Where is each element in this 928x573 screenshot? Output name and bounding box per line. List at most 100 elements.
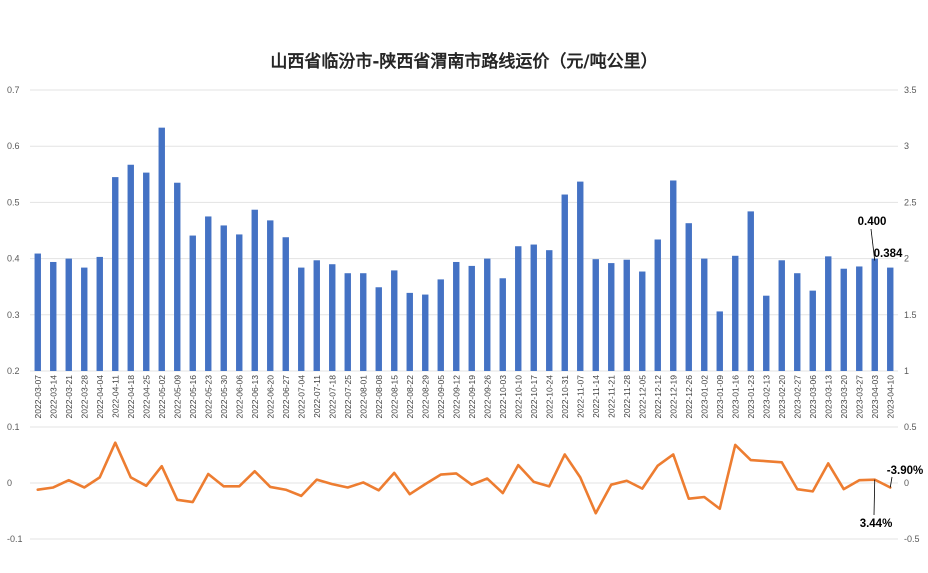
x-tick-label: 2022-04-11	[110, 375, 120, 418]
x-tick-label: 2023-04-03	[870, 375, 880, 419]
bar	[205, 216, 212, 371]
x-tick-label: 2022-12-12	[653, 375, 663, 419]
bar	[623, 259, 630, 371]
y-left-tick-label: 0.4	[7, 254, 20, 264]
bar	[577, 181, 584, 371]
bar	[298, 267, 305, 371]
x-tick-label: 2022-11-07	[575, 375, 585, 418]
x-tick-label: 2022-11-14	[591, 375, 601, 418]
x-tick-label: 2022-06-20	[265, 375, 275, 419]
y-right-tick-label: 0	[904, 478, 909, 488]
bar	[515, 246, 522, 371]
x-tick-label: 2022-10-03	[498, 375, 508, 419]
bar	[375, 287, 382, 371]
y-left-tick-label: -0.1	[7, 534, 23, 544]
x-tick-label: 2022-07-18	[327, 375, 337, 419]
x-tick-label: 2022-08-29	[420, 375, 430, 419]
bar	[561, 194, 568, 371]
x-tick-label: 2022-04-25	[141, 375, 151, 419]
bar	[809, 290, 816, 371]
x-tick-label: 2022-07-25	[343, 375, 353, 419]
y-right-tick-label: 2.5	[904, 197, 917, 207]
chart-title: 山西省临汾市-陕西省渭南市路线运价（元/吨公里）	[270, 51, 657, 72]
bar	[701, 258, 708, 371]
x-tick-label: 2022-05-30	[219, 375, 229, 419]
bar	[127, 164, 134, 371]
leader-line	[889, 476, 893, 488]
x-tick-label: 2022-05-23	[203, 375, 213, 419]
x-tick-label: 2022-10-10	[513, 375, 523, 419]
x-tick-label: 2022-03-07	[33, 375, 43, 419]
x-tick-label: 2022-03-28	[79, 375, 89, 419]
y-right-tick-label: 3.5	[904, 85, 917, 95]
x-tick-label: 2022-06-06	[234, 375, 244, 419]
x-tick-label: 2022-08-22	[405, 375, 415, 419]
x-tick-label: 2023-02-20	[777, 375, 787, 419]
y-left-tick-label: 0.5	[7, 197, 20, 207]
x-tick-label: 2022-11-28	[622, 375, 632, 418]
x-tick-label: 2022-12-19	[668, 375, 678, 419]
x-tick-label: 2023-01-09	[715, 375, 725, 419]
x-tick-label: 2022-09-19	[467, 375, 477, 419]
bar	[840, 268, 847, 371]
bar	[685, 223, 692, 371]
prev-value-label: 0.400	[858, 216, 887, 228]
x-tick-label: 2022-12-26	[684, 375, 694, 419]
x-tick-label: 2022-08-15	[389, 375, 399, 419]
x-tick-label: 2022-04-18	[126, 375, 136, 419]
bar	[639, 271, 646, 371]
y-right-tick-label: 1	[904, 366, 909, 376]
x-tick-label: 2023-01-23	[746, 375, 756, 419]
x-tick-label: 2022-07-04	[296, 375, 306, 419]
x-tick-label: 2022-03-21	[64, 375, 74, 419]
bar	[546, 250, 553, 371]
x-tick-label: 2023-01-02	[699, 375, 709, 419]
bar	[143, 172, 150, 371]
bar	[282, 237, 289, 371]
x-tick-label: 2022-05-02	[157, 375, 167, 419]
y-left-tick-label: 0.6	[7, 141, 20, 151]
bar	[887, 267, 894, 371]
bar	[871, 258, 878, 371]
y-left-tick-label: 0.7	[7, 85, 20, 95]
leader-line	[873, 479, 876, 516]
x-tick-label: 2022-06-13	[250, 375, 260, 419]
bar	[453, 261, 460, 371]
x-tick-label: 2022-08-01	[358, 375, 368, 419]
x-tick-label: 2023-02-27	[792, 375, 802, 419]
x-tick-label: 2022-06-27	[281, 375, 291, 419]
y-right-tick-label: 2	[904, 254, 909, 264]
bar	[329, 264, 336, 371]
x-tick-label: 2022-10-17	[529, 375, 539, 419]
bar	[530, 244, 537, 371]
bar	[592, 259, 599, 371]
x-tick-label: 2023-03-27	[854, 375, 864, 419]
x-tick-label: 2022-09-26	[482, 375, 492, 419]
bar	[360, 273, 367, 371]
bar	[189, 235, 196, 371]
x-tick-label: 2023-02-13	[761, 375, 771, 419]
y-left-tick-label: 0.2	[7, 366, 20, 376]
x-tick-label: 2022-09-12	[451, 375, 461, 419]
x-tick-label: 2022-12-05	[637, 375, 647, 419]
bar	[96, 256, 103, 371]
x-tick-label: 2023-03-13	[823, 375, 833, 419]
x-tick-label: 2023-01-16	[730, 375, 740, 419]
x-tick-label: 2022-08-08	[374, 375, 384, 419]
x-tick-label: 2022-07-11	[312, 375, 322, 418]
x-tick-label: 2022-05-16	[188, 375, 198, 419]
bar	[50, 261, 57, 371]
bar	[856, 266, 863, 371]
bar	[437, 279, 444, 371]
x-tick-label: 2022-09-05	[436, 375, 446, 419]
x-tick-label: 2023-04-10	[885, 375, 895, 419]
bar	[794, 273, 801, 371]
y-right-tick-label: -0.5	[904, 534, 920, 544]
x-tick-label: 2022-03-14	[48, 375, 58, 419]
y-right-tick-label: 3	[904, 141, 909, 151]
x-tick-label: 2022-11-21	[606, 375, 616, 418]
x-tick-label: 2022-10-24	[544, 375, 554, 419]
bar	[484, 258, 491, 371]
